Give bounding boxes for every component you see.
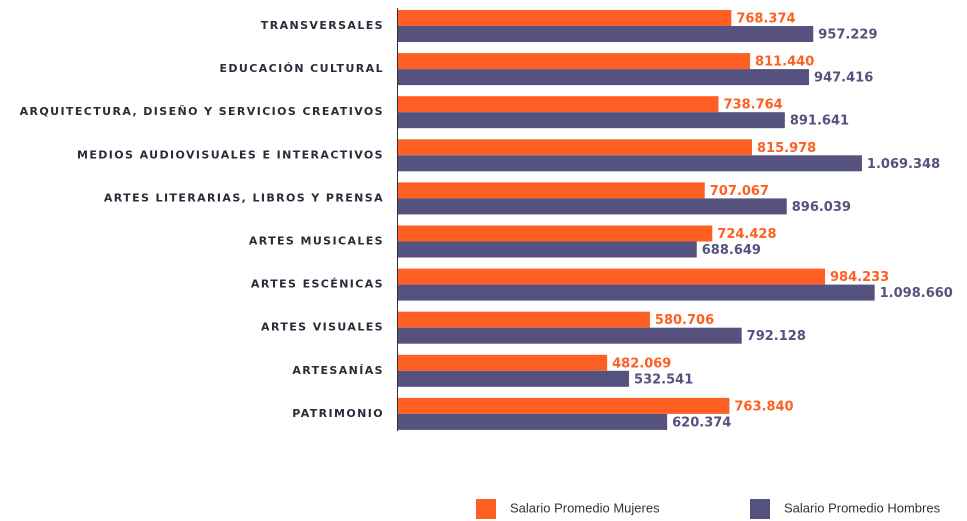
category-label: ARTES VISUALES <box>261 321 384 334</box>
bar <box>398 241 697 258</box>
bar <box>398 139 753 156</box>
category-label: ARTES LITERARIAS, LIBROS Y PRENSA <box>104 191 384 204</box>
value-label: 1.098.660 <box>880 286 953 301</box>
bar <box>398 182 705 199</box>
value-label: 1.069.348 <box>867 157 940 172</box>
bar <box>398 268 826 285</box>
value-label: 957.229 <box>818 28 877 43</box>
value-label: 811.440 <box>755 55 814 70</box>
bar <box>398 327 742 344</box>
bar <box>398 397 730 414</box>
category-label: MEDIOS AUDIOVISUALES E INTERACTIVOS <box>77 148 384 161</box>
bar <box>398 155 862 172</box>
bar <box>398 112 785 129</box>
category-label: PATRIMONIO <box>292 407 384 420</box>
bar <box>398 10 732 26</box>
category-label: ARTES MUSICALES <box>249 235 384 248</box>
bar <box>398 284 875 301</box>
value-label: 947.416 <box>814 71 873 86</box>
legend-label: Salario Promedio Hombres <box>784 500 941 515</box>
value-label: 707.067 <box>710 184 769 199</box>
category-label: TRANSVERSALES <box>261 19 384 32</box>
value-label: 688.649 <box>702 243 761 258</box>
bar <box>398 69 810 86</box>
bar <box>398 198 787 215</box>
value-label: 792.128 <box>747 329 806 344</box>
bar <box>398 370 630 387</box>
value-label: 482.069 <box>612 356 671 371</box>
value-label: 984.233 <box>830 270 889 285</box>
bar <box>398 96 719 113</box>
value-label: 532.541 <box>634 372 693 387</box>
bar <box>398 311 650 328</box>
value-label: 738.764 <box>724 98 783 113</box>
bar <box>398 354 608 371</box>
value-label: 896.039 <box>792 200 851 215</box>
value-label: 580.706 <box>655 313 714 328</box>
value-label: 891.641 <box>790 114 849 129</box>
legend-label: Salario Promedio Mujeres <box>510 500 660 515</box>
value-label: 620.374 <box>672 415 731 430</box>
value-label: 763.840 <box>734 399 793 414</box>
bar <box>398 225 713 242</box>
legend-swatch <box>750 499 770 519</box>
bar <box>398 26 814 42</box>
value-label: 768.374 <box>736 12 795 27</box>
category-label: ARTESANÍAS <box>292 364 384 377</box>
category-label: ARQUITECTURA, DISEÑO Y SERVICIOS CREATIV… <box>20 105 384 118</box>
value-label: 724.428 <box>717 227 776 242</box>
legend-swatch <box>476 499 496 519</box>
category-label: ARTES ESCÉNICAS <box>251 278 384 291</box>
category-label: EDUCACIÓN CULTURAL <box>219 62 384 75</box>
value-label: 815.978 <box>757 141 816 156</box>
bar <box>398 413 668 430</box>
bar <box>398 53 751 70</box>
